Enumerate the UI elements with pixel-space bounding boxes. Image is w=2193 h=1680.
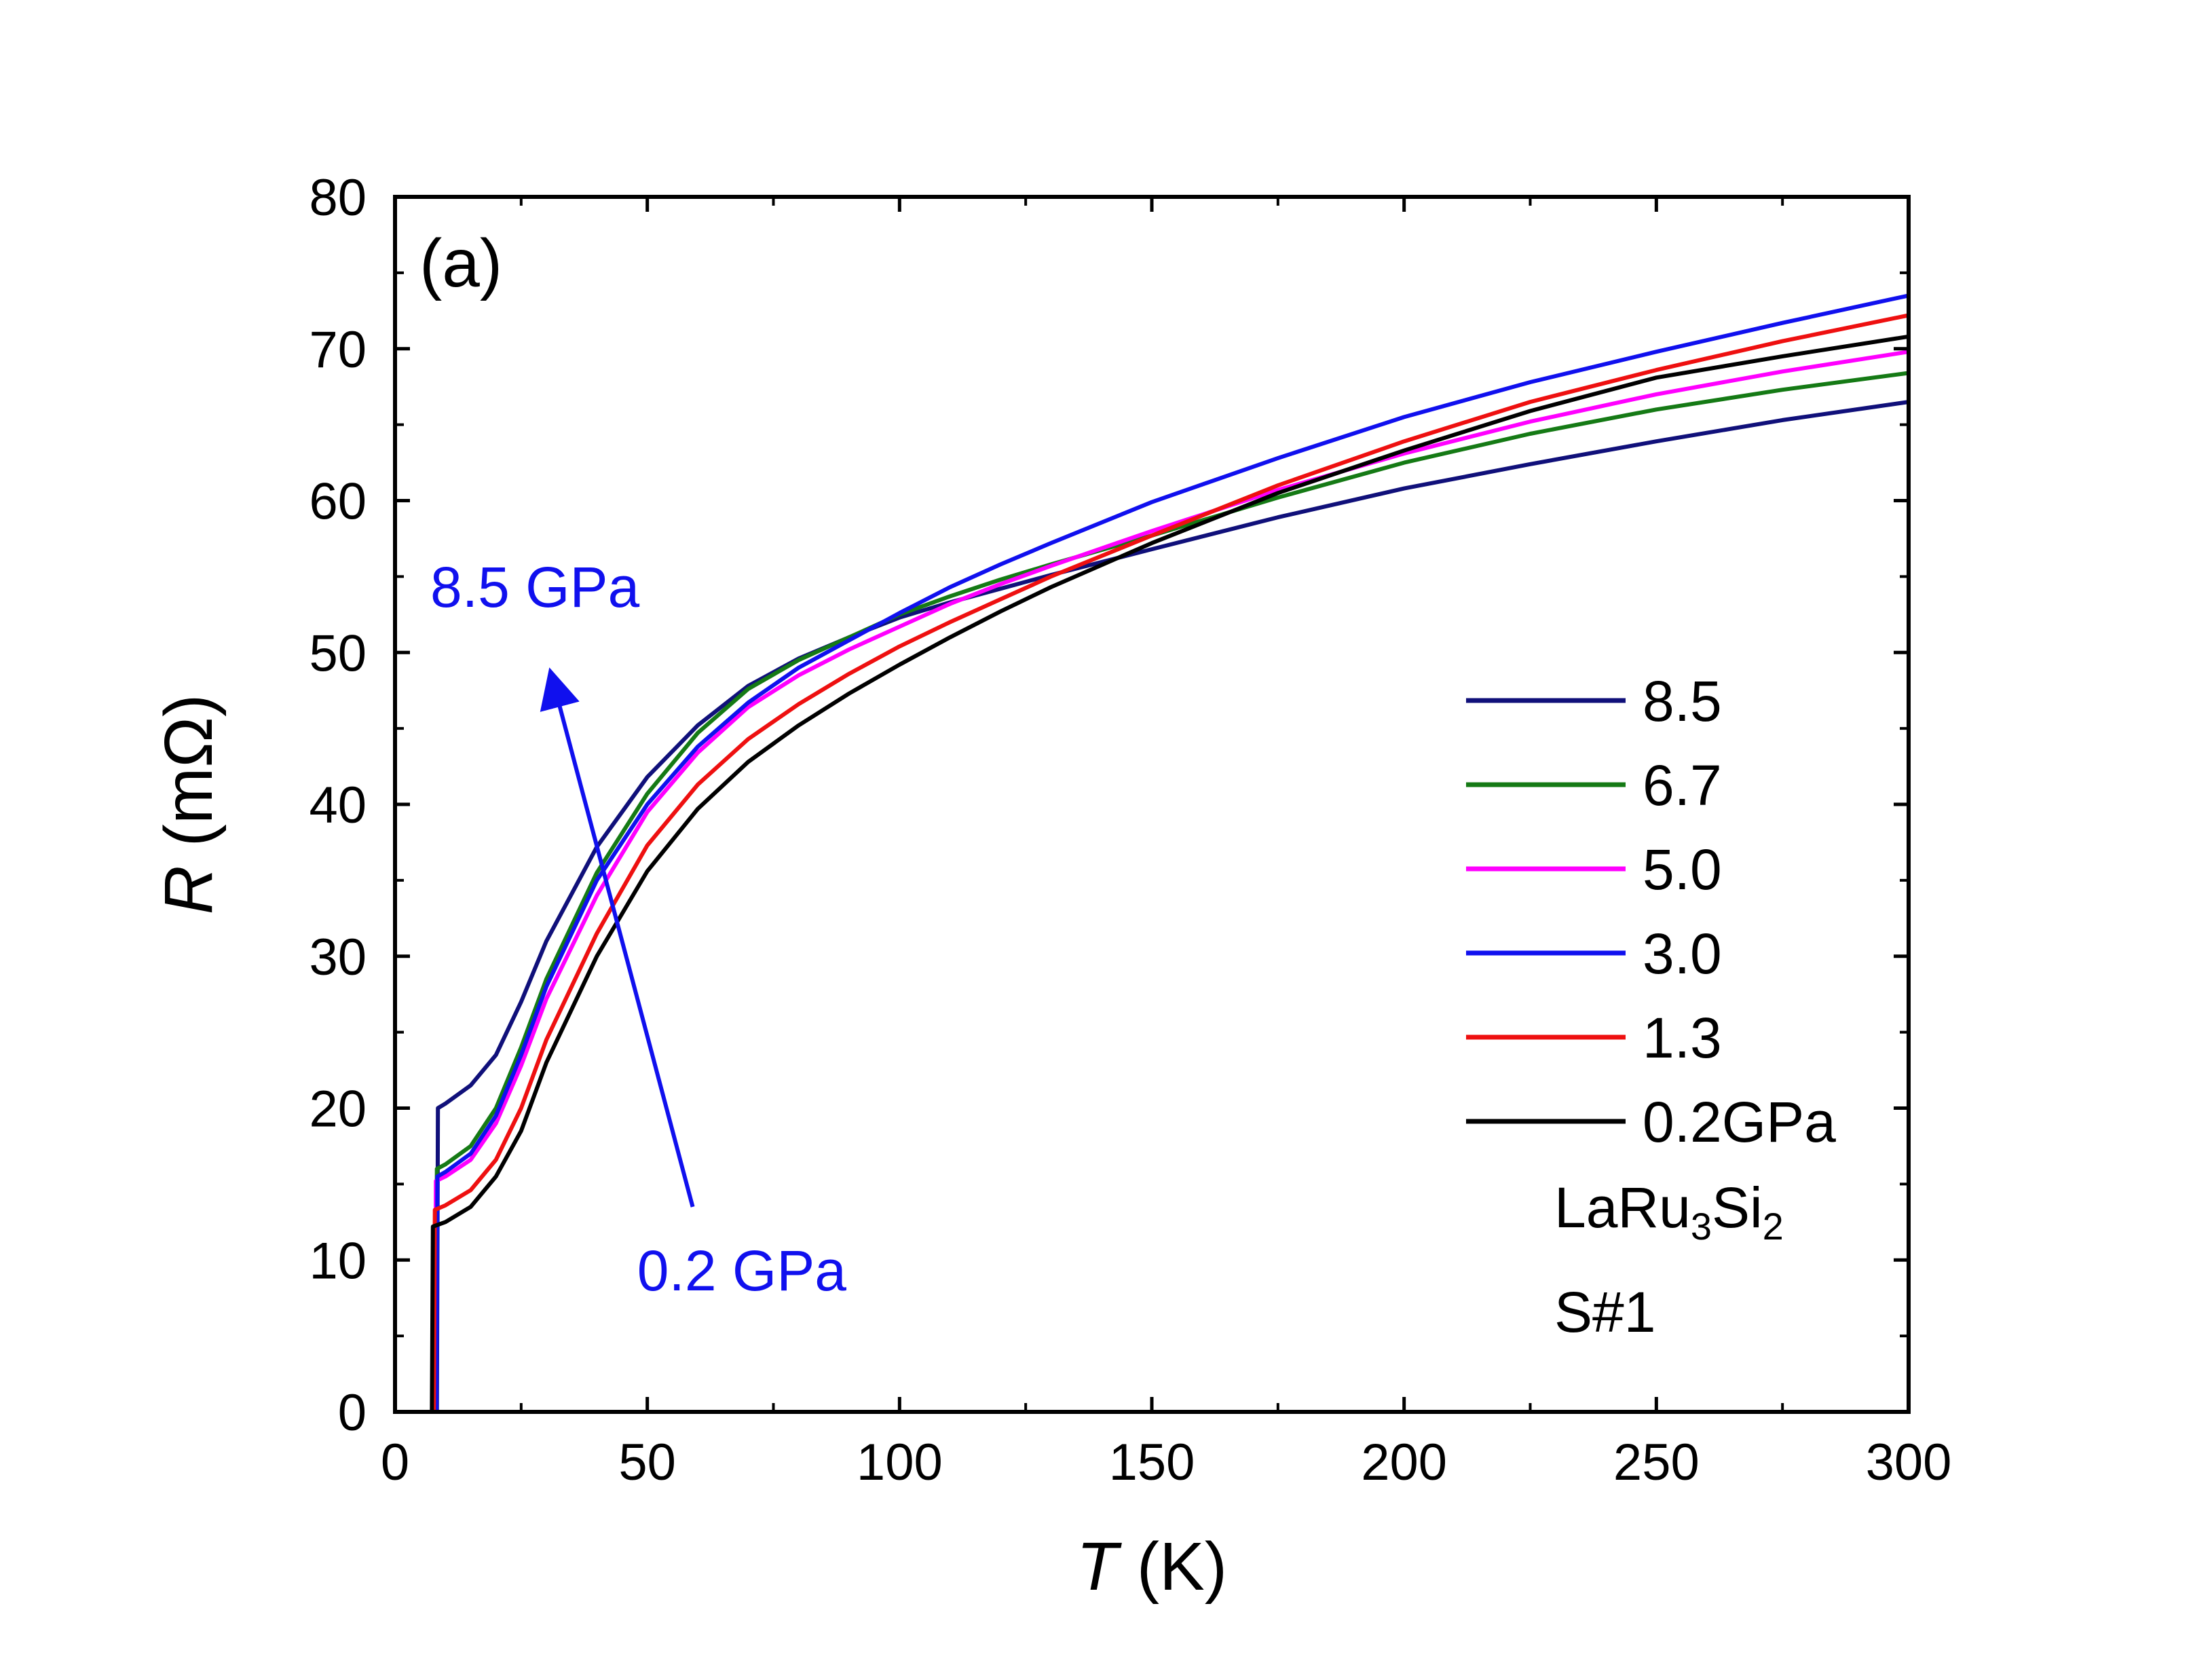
x-axis-symbol: T bbox=[1076, 1529, 1122, 1605]
series-line-1-3 bbox=[432, 313, 1911, 1414]
x-tick-label: 50 bbox=[618, 1434, 676, 1491]
x-tick-label: 0 bbox=[381, 1434, 409, 1491]
series-line-6-7 bbox=[434, 371, 1911, 1414]
x-tick-label: 250 bbox=[1613, 1434, 1700, 1491]
sample-formula: LaRu3Si2 bbox=[1554, 1176, 1784, 1248]
legend-label-3-0: 3.0 bbox=[1643, 922, 1722, 986]
y-tick-label: 40 bbox=[309, 777, 367, 834]
formula-prefix: LaRu bbox=[1554, 1176, 1691, 1239]
sample-id: S#1 bbox=[1554, 1280, 1655, 1344]
y-tick-label: 80 bbox=[309, 169, 367, 227]
y-tick-label: 50 bbox=[309, 624, 367, 682]
annotations: 8.5 GPa 0.2 GPa bbox=[430, 555, 846, 1303]
y-tick-label: 70 bbox=[309, 321, 367, 379]
y-tick-label: 20 bbox=[309, 1081, 367, 1138]
formula-sub-1: 3 bbox=[1691, 1205, 1712, 1248]
legend-label-8-5: 8.5 bbox=[1643, 669, 1722, 733]
annotation-low-pressure: 0.2 GPa bbox=[637, 1239, 846, 1303]
legend-label-6-7: 6.7 bbox=[1643, 753, 1722, 817]
formula-sub-2: 2 bbox=[1763, 1205, 1784, 1248]
y-tick-label: 0 bbox=[338, 1384, 367, 1442]
x-tick-label: 150 bbox=[1109, 1434, 1195, 1491]
legend-label-0-2GPa: 0.2GPa bbox=[1643, 1090, 1836, 1154]
legend-label-1-3: 1.3 bbox=[1643, 1006, 1722, 1070]
y-axis-unit: (mΩ) bbox=[151, 694, 227, 865]
panel-label: (a) bbox=[419, 225, 502, 301]
y-tick-label: 10 bbox=[309, 1232, 367, 1290]
legend-label-5-0: 5.0 bbox=[1643, 838, 1722, 901]
annotation-high-pressure: 8.5 GPa bbox=[430, 555, 639, 619]
legend: 8.5 6.7 5.0 3.0 1.3 0.2GPa bbox=[1466, 669, 1836, 1154]
series-line-5-0 bbox=[432, 350, 1911, 1414]
pressure-arrow bbox=[540, 667, 695, 1208]
x-tick-label: 200 bbox=[1361, 1434, 1447, 1491]
series-line-0-2GPa bbox=[430, 334, 1911, 1414]
y-axis-title: R (mΩ) bbox=[151, 694, 227, 915]
ticks-layer: 0 50 100 150 200 250 300 0 10 20 30 40 50 60 70 80 bbox=[309, 169, 1951, 1491]
x-tick-label: 300 bbox=[1866, 1434, 1952, 1491]
series-layer bbox=[430, 293, 1911, 1414]
x-axis-unit: (K) bbox=[1118, 1529, 1227, 1605]
x-tick-label: 100 bbox=[857, 1434, 943, 1491]
x-axis-title: T (K) bbox=[1076, 1529, 1227, 1605]
formula-mid: Si bbox=[1712, 1176, 1763, 1239]
y-tick-label: 60 bbox=[309, 473, 367, 531]
series-line-3-0 bbox=[434, 293, 1911, 1414]
y-tick-label: 30 bbox=[309, 929, 367, 986]
y-axis-symbol: R bbox=[151, 865, 227, 914]
